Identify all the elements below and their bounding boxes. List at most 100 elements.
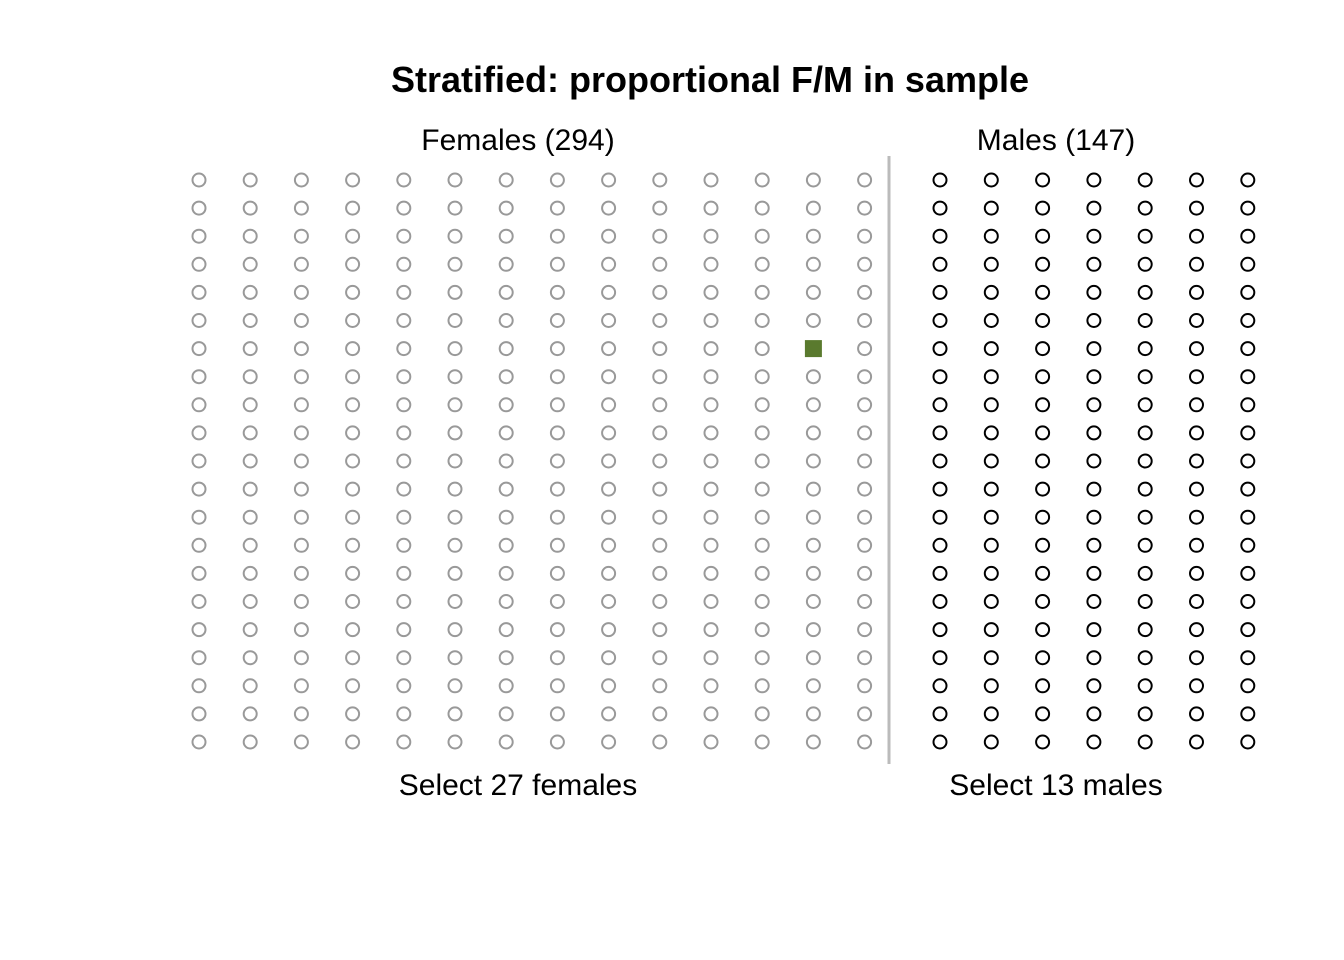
females-point bbox=[447, 622, 463, 638]
females-point bbox=[191, 481, 207, 497]
males-point bbox=[1086, 537, 1102, 553]
females-point bbox=[652, 200, 668, 216]
males-point bbox=[983, 678, 999, 694]
females-point bbox=[857, 537, 873, 553]
females-point bbox=[601, 622, 617, 638]
females-point bbox=[242, 172, 258, 188]
males-point bbox=[1035, 481, 1051, 497]
males-point bbox=[932, 341, 948, 357]
females-point bbox=[293, 594, 309, 609]
males-point bbox=[983, 284, 999, 300]
females-point bbox=[498, 172, 514, 188]
females-point bbox=[191, 509, 207, 525]
males-point bbox=[932, 481, 948, 497]
females-point bbox=[293, 622, 309, 638]
females-footer: Select 27 females bbox=[399, 769, 637, 802]
males-point bbox=[1240, 228, 1256, 244]
females-point bbox=[601, 537, 617, 553]
males-point bbox=[1137, 284, 1153, 300]
males-point bbox=[1240, 509, 1256, 525]
males-point bbox=[1240, 706, 1256, 722]
females-point bbox=[857, 341, 873, 357]
males-point bbox=[983, 509, 999, 525]
females-point bbox=[703, 341, 719, 357]
females-point bbox=[805, 397, 821, 413]
females-point bbox=[242, 565, 258, 581]
females-point bbox=[345, 509, 361, 525]
males-point bbox=[1137, 650, 1153, 666]
females-point bbox=[601, 369, 617, 385]
females-point bbox=[242, 256, 258, 272]
males-point bbox=[1137, 453, 1153, 469]
females-point bbox=[601, 678, 617, 694]
females-point bbox=[549, 369, 565, 385]
females-point bbox=[345, 341, 361, 357]
females-point bbox=[703, 594, 719, 609]
males-point bbox=[1035, 172, 1051, 188]
females-point bbox=[601, 313, 617, 328]
males-point bbox=[932, 256, 948, 272]
males-point bbox=[1086, 734, 1102, 750]
females-point bbox=[857, 650, 873, 666]
females-point bbox=[549, 453, 565, 469]
females-point bbox=[857, 453, 873, 469]
females-point bbox=[805, 734, 821, 750]
females-point bbox=[345, 256, 361, 272]
females-point bbox=[447, 341, 463, 357]
females-point bbox=[396, 200, 412, 216]
females-point bbox=[242, 284, 258, 300]
females-point bbox=[293, 228, 309, 244]
males-point bbox=[932, 397, 948, 413]
females-point bbox=[242, 200, 258, 216]
females-point bbox=[857, 313, 873, 328]
females-point bbox=[857, 369, 873, 385]
males-point bbox=[1189, 256, 1204, 272]
females-point bbox=[345, 172, 361, 188]
males-point bbox=[932, 284, 948, 300]
males-point bbox=[932, 425, 948, 441]
females-point bbox=[754, 313, 770, 328]
females-point bbox=[345, 537, 361, 553]
males-point bbox=[1189, 565, 1204, 581]
females-point bbox=[549, 678, 565, 694]
males-point bbox=[1035, 425, 1051, 441]
females-point bbox=[447, 537, 463, 553]
females-point bbox=[805, 425, 821, 441]
females-point bbox=[601, 284, 617, 300]
males-point bbox=[932, 537, 948, 553]
females-point bbox=[652, 369, 668, 385]
males-point bbox=[932, 509, 948, 525]
males-point bbox=[983, 369, 999, 385]
males-point bbox=[1189, 369, 1204, 385]
females-point bbox=[345, 369, 361, 385]
females-point bbox=[191, 594, 207, 609]
males-point bbox=[1189, 650, 1204, 666]
females-point bbox=[447, 425, 463, 441]
females-point bbox=[703, 706, 719, 722]
males-point bbox=[1137, 678, 1153, 694]
females-point bbox=[549, 481, 565, 497]
females-point bbox=[703, 509, 719, 525]
females-point bbox=[293, 397, 309, 413]
females-point bbox=[345, 565, 361, 581]
females-point bbox=[447, 284, 463, 300]
females-point bbox=[447, 594, 463, 609]
females-point bbox=[652, 509, 668, 525]
females-point bbox=[703, 369, 719, 385]
females-point bbox=[293, 509, 309, 525]
males-point bbox=[1189, 594, 1204, 609]
females-point bbox=[447, 481, 463, 497]
females-point bbox=[703, 284, 719, 300]
females-point bbox=[549, 256, 565, 272]
females-header: Females (294) bbox=[421, 124, 614, 157]
females-point bbox=[498, 200, 514, 216]
males-point bbox=[1240, 425, 1256, 441]
males-point bbox=[1086, 228, 1102, 244]
females-point bbox=[857, 228, 873, 244]
males-point bbox=[1035, 397, 1051, 413]
males-point bbox=[983, 622, 999, 638]
females-point bbox=[293, 650, 309, 666]
males-point bbox=[983, 537, 999, 553]
males-point bbox=[1137, 481, 1153, 497]
females-point bbox=[652, 650, 668, 666]
